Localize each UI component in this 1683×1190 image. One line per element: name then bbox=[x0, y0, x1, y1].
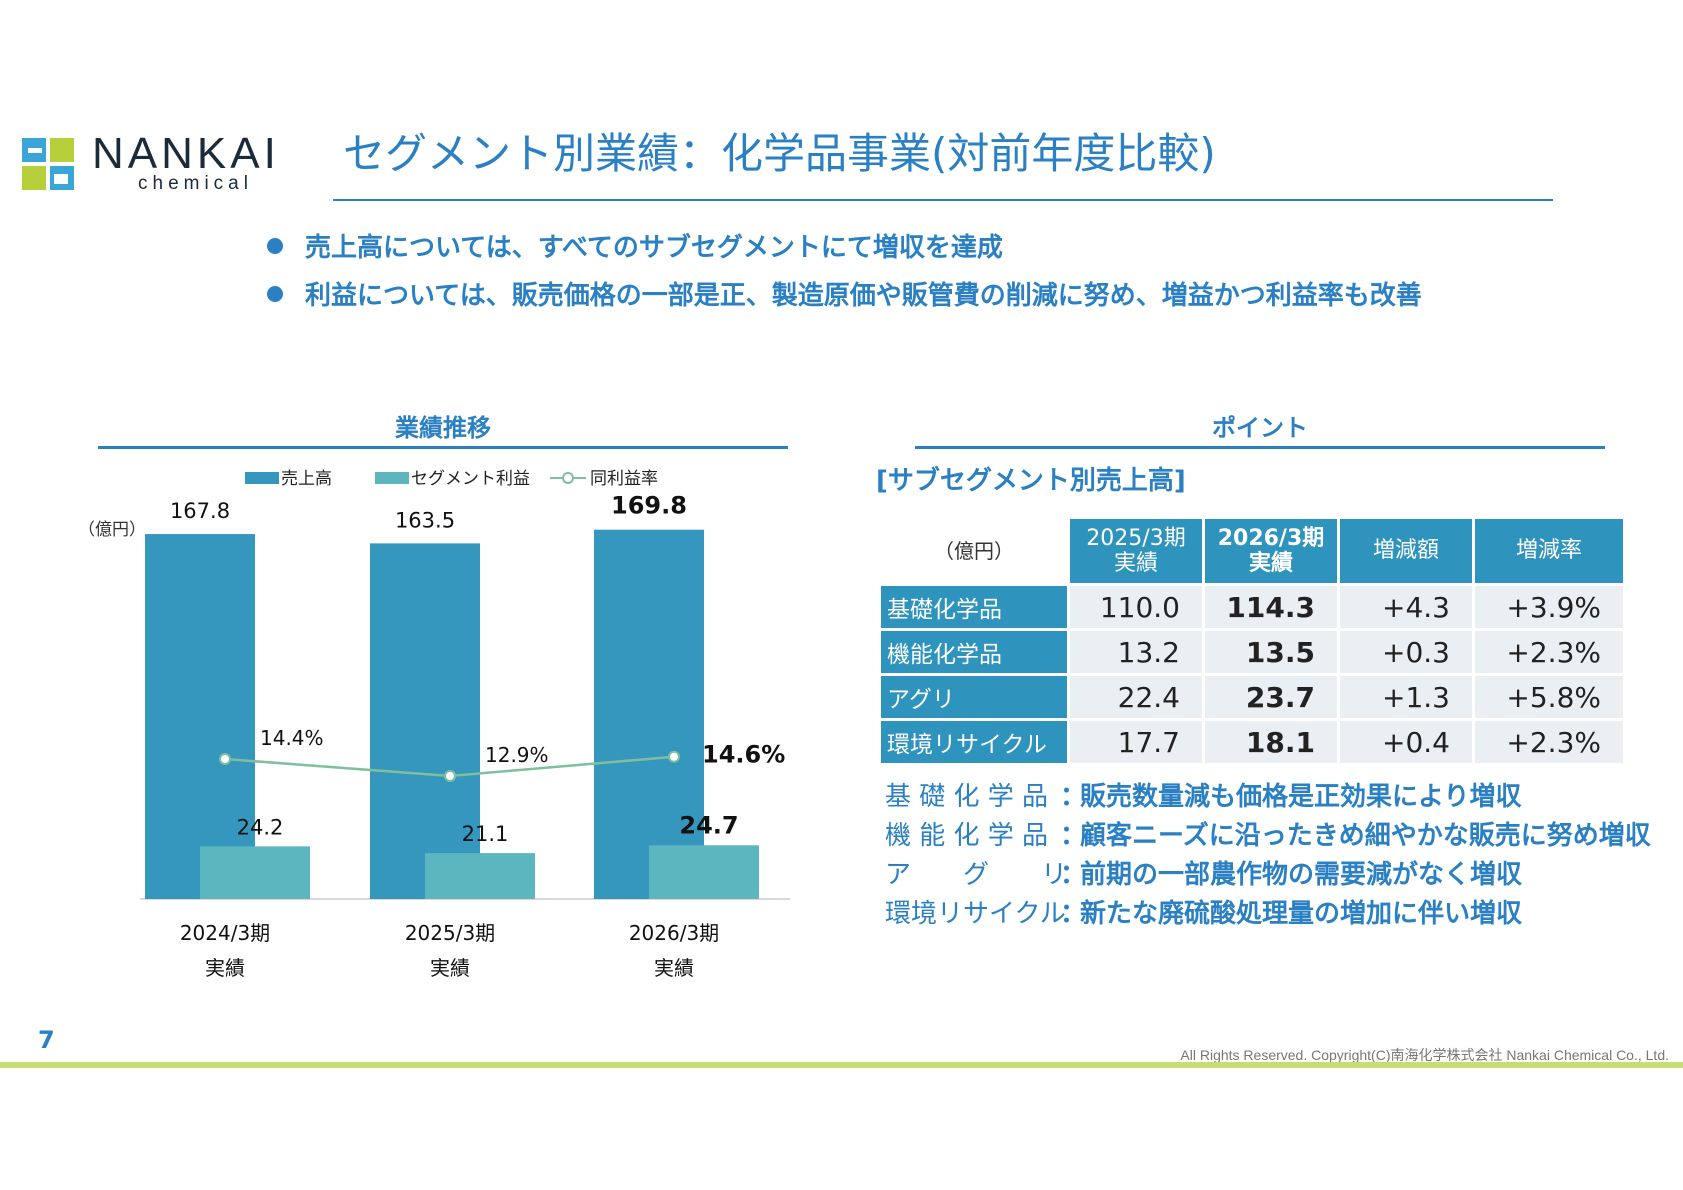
sales-value-label: 163.5 bbox=[395, 508, 455, 532]
cell-rate: +3.9% bbox=[1475, 586, 1623, 628]
chart-section-rule bbox=[98, 446, 788, 449]
table-row: 機能化学品 13.2 13.5 +0.3 +2.3% bbox=[881, 631, 1623, 673]
x-tick-label: 2024/3期 bbox=[180, 921, 270, 945]
cell-prev: 17.7 bbox=[1070, 721, 1202, 763]
row-label: アグリ bbox=[881, 676, 1067, 718]
note-colon: ： bbox=[1060, 860, 1087, 890]
bar-sales bbox=[594, 529, 704, 899]
margin-value-label: 14.4% bbox=[260, 726, 324, 750]
bar-profit bbox=[649, 845, 759, 899]
profit-value-label: 21.1 bbox=[462, 822, 509, 846]
legend-marker-margin bbox=[562, 472, 574, 484]
bar-sales bbox=[370, 543, 480, 899]
cell-curr: 23.7 bbox=[1205, 676, 1337, 718]
performance-chart: 売上高 セグメント利益 同利益率（億円）167.824.22024/3期実績163.… bbox=[78, 469, 790, 980]
copyright-text: All Rights Reserved. Copyright(C)南海化学株式会… bbox=[1180, 1047, 1669, 1063]
margin-value-label: 12.9% bbox=[485, 743, 549, 767]
note-colon: ： bbox=[1060, 821, 1087, 851]
cell-prev: 110.0 bbox=[1070, 586, 1202, 628]
table-unit-label: （億円） bbox=[881, 519, 1067, 583]
cell-curr: 114.3 bbox=[1205, 586, 1337, 628]
note-text: 新たな廃硫酸処理量の増加に伴い増収 bbox=[1080, 899, 1523, 929]
note-text: 前期の一部農作物の需要減がなく増収 bbox=[1080, 860, 1523, 890]
note-item: ア グ リ ： 前期の一部農作物の需要減がなく増収 bbox=[885, 854, 1522, 891]
cell-curr: 13.5 bbox=[1205, 631, 1337, 673]
logo-subtext: chemical bbox=[138, 173, 253, 194]
page-title: セグメント別業績：化学品事業(対前年度比較) bbox=[343, 129, 1216, 178]
cell-diff: +1.3 bbox=[1340, 676, 1472, 718]
header-rate: 増減率 bbox=[1475, 519, 1623, 583]
margin-point bbox=[444, 769, 456, 782]
cell-rate: +2.3% bbox=[1475, 721, 1623, 763]
bullet-dot-icon bbox=[267, 285, 283, 302]
cell-diff: +4.3 bbox=[1340, 586, 1472, 628]
bullet-text: 利益については、販売価格の一部是正、製造原価や販管費の削減に努め、増益かつ利益率… bbox=[305, 281, 1422, 311]
note-text: 顧客ニーズに沿ったきめ細やかな販売に努め増収 bbox=[1080, 821, 1651, 851]
x-tick-sublabel: 実績 bbox=[430, 956, 470, 980]
sales-value-label: 169.8 bbox=[611, 492, 687, 520]
margin-value-label: 14.6% bbox=[702, 741, 785, 769]
table-row: 基礎化学品 110.0 114.3 +4.3 +3.9% bbox=[881, 586, 1623, 628]
profit-value-label: 24.7 bbox=[679, 811, 738, 839]
header-diff: 増減額 bbox=[1340, 519, 1472, 583]
bullet-text: 売上高については、すべてのサブセグメントにて増収を達成 bbox=[305, 233, 1003, 263]
cell-curr: 18.1 bbox=[1205, 721, 1337, 763]
row-label: 基礎化学品 bbox=[881, 586, 1067, 628]
legend-label: セグメント利益 bbox=[411, 469, 530, 489]
chart-section-title: 業績推移 bbox=[395, 414, 491, 442]
cell-rate: +2.3% bbox=[1475, 631, 1623, 673]
cell-prev: 13.2 bbox=[1070, 631, 1202, 673]
note-label: 基 礎 化 学 品 bbox=[885, 782, 1049, 812]
table-header-row: （億円） 2025/3期 実績 2026/3期 実績 増減額 増減率 bbox=[881, 519, 1623, 583]
logo-icon bbox=[22, 138, 74, 190]
cell-prev: 22.4 bbox=[1070, 676, 1202, 718]
table-subtitle: [サブセグメント別売上高] bbox=[876, 466, 1186, 496]
cell-diff: +0.3 bbox=[1340, 631, 1472, 673]
bar-profit bbox=[200, 846, 310, 899]
logo-text: NANKAI bbox=[92, 129, 280, 178]
legend-swatch-sales bbox=[245, 472, 279, 484]
x-tick-sublabel: 実績 bbox=[205, 956, 245, 980]
subsegment-sales-table: （億円） 2025/3期 実績 2026/3期 実績 増減額 増減率 基礎化学品 11… bbox=[878, 516, 1626, 766]
note-colon: ： bbox=[1060, 899, 1087, 929]
point-section-title: ポイント bbox=[1212, 414, 1308, 442]
note-label: 環境リサイクル bbox=[885, 899, 1066, 929]
title-rule bbox=[333, 199, 1553, 201]
summary-bullet: 利益については、販売価格の一部是正、製造原価や販管費の削減に努め、増益かつ利益率… bbox=[267, 275, 1422, 312]
note-item: 基 礎 化 学 品 ： 販売数量減も価格是正効果により増収 bbox=[885, 776, 1521, 813]
x-tick-label: 2025/3期 bbox=[405, 921, 495, 945]
table-row: 環境リサイクル 17.7 18.1 +0.4 +2.3% bbox=[881, 721, 1623, 763]
margin-point bbox=[219, 753, 231, 765]
row-label: 機能化学品 bbox=[881, 631, 1067, 673]
note-item: 機 能 化 学 品 ： 顧客ニーズに沿ったきめ細やかな販売に努め増収 bbox=[885, 815, 1651, 852]
margin-point bbox=[668, 750, 680, 763]
legend-label: 売上高 bbox=[281, 469, 332, 489]
bar-sales bbox=[145, 534, 255, 899]
row-label: 環境リサイクル bbox=[881, 721, 1067, 763]
cell-diff: +0.4 bbox=[1340, 721, 1472, 763]
note-label: 機 能 化 学 品 bbox=[885, 821, 1049, 851]
legend-label: 同利益率 bbox=[590, 469, 658, 489]
point-section-rule bbox=[915, 446, 1605, 449]
summary-bullet: 売上高については、すべてのサブセグメントにて増収を達成 bbox=[267, 227, 1003, 264]
note-label: ア グ リ bbox=[885, 860, 1068, 890]
header-curr-year: 2026/3期 実績 bbox=[1205, 519, 1337, 583]
note-text: 販売数量減も価格是正効果により増収 bbox=[1080, 782, 1522, 812]
legend-swatch-profit bbox=[375, 472, 409, 484]
cell-rate: +5.8% bbox=[1475, 676, 1623, 718]
header-prev-year: 2025/3期 実績 bbox=[1070, 519, 1202, 583]
x-tick-label: 2026/3期 bbox=[629, 921, 719, 945]
note-colon: ： bbox=[1060, 782, 1087, 812]
bar-profit bbox=[425, 853, 535, 899]
table-row: アグリ 22.4 23.7 +1.3 +5.8% bbox=[881, 676, 1623, 718]
bullet-dot-icon bbox=[267, 237, 283, 254]
sales-value-label: 167.8 bbox=[170, 499, 230, 523]
chart-unit-label: （億円） bbox=[78, 520, 146, 540]
footer-bar bbox=[0, 1062, 1683, 1068]
page-number: 7 bbox=[38, 1026, 55, 1054]
profit-value-label: 24.2 bbox=[237, 815, 284, 839]
note-item: 環境リサイクル ： 新たな廃硫酸処理量の増加に伴い増収 bbox=[885, 893, 1522, 930]
x-tick-sublabel: 実績 bbox=[654, 956, 694, 980]
